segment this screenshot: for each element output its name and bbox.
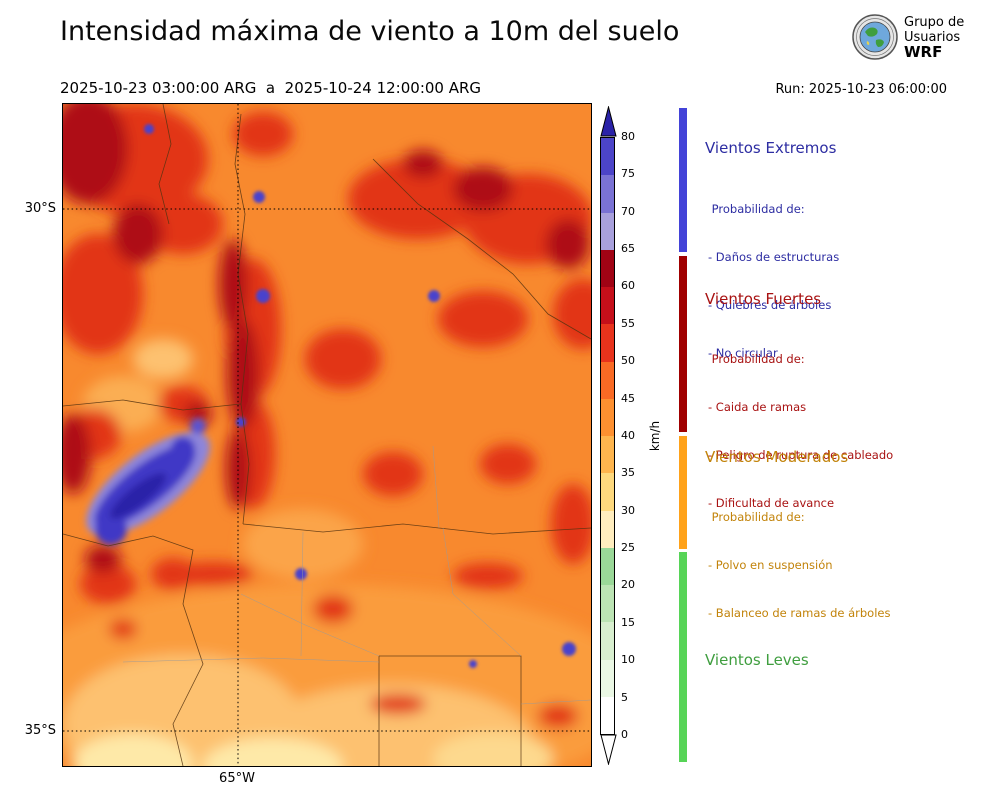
colorbar-tick-20: 20	[621, 578, 635, 591]
probability-label: Probabilidad de:	[708, 352, 805, 366]
probability-label: Probabilidad de:	[708, 202, 805, 216]
moderate-winds-bar	[679, 436, 687, 549]
wind-intensity-map	[3, 94, 643, 800]
colorbar-tick-50: 50	[621, 354, 635, 367]
forecast-period: 2025-10-23 03:00:00 ARG a 2025-10-24 12:…	[60, 79, 482, 97]
lat-label-35s: 35°S	[24, 723, 56, 738]
legend-body-strong: Probabilidad de: - Caida de ramas - Peli…	[708, 319, 893, 543]
grid-lines	[63, 104, 591, 766]
logo-text: Grupo de Usuarios WRF	[904, 15, 964, 61]
legend-item: - No circular	[708, 346, 778, 360]
colorbar-seg-20-25	[601, 547, 614, 585]
colorbar-tick-75: 75	[621, 167, 635, 180]
colorbar-seg-45-50	[601, 361, 614, 399]
small-blue-specks	[144, 124, 576, 668]
colorbar-tick-15: 15	[621, 616, 635, 629]
province-borders	[62, 103, 592, 767]
colorbar-seg-35-40	[601, 436, 614, 474]
colorbar-unit-label: km/h	[648, 420, 662, 452]
legend-item: - Quiebres de árboles	[708, 298, 832, 312]
legend-item: - Polvo en suspensión	[708, 558, 833, 572]
colorbar-tick-80: 80	[621, 130, 635, 143]
colorbar-seg-40-45	[601, 398, 614, 436]
legend-item: - Balanceo de ramas de árboles	[708, 606, 891, 620]
colorbar-bottom-arrow	[600, 734, 617, 765]
colorbar-seg-25-30	[601, 510, 614, 548]
legend-item: - Peligro de ruptura de cableado	[708, 448, 894, 462]
colorbar-tick-55: 55	[621, 317, 635, 330]
colorbar-seg-15-20	[601, 585, 614, 623]
colorbar-top-arrow	[600, 106, 617, 137]
model-run-label: Run: 2025-10-23 06:00:00	[775, 82, 947, 97]
legend-item: - Daños de estructuras	[708, 250, 840, 264]
logo-line-1: Grupo de	[904, 15, 965, 30]
legend-title-strong: Vientos Fuertes	[705, 290, 822, 308]
extreme-winds-bar	[679, 108, 687, 252]
colorbar-seg-5-10	[601, 659, 614, 697]
colorbar-seg-30-35	[601, 473, 614, 511]
legend-item: - Caida de ramas	[708, 400, 807, 414]
legend-body-moderate: Probabilidad de: - Polvo en suspensión -…	[708, 477, 890, 653]
lat-label-30s: 30°S	[24, 201, 56, 216]
colorbar-tick-40: 40	[621, 429, 635, 442]
colorbar-seg-10-15	[601, 622, 614, 660]
colorbar-tick-70: 70	[621, 205, 635, 218]
legend-title-extreme: Vientos Extremos	[705, 139, 837, 157]
colorbar-tick-0: 0	[621, 728, 628, 741]
wrf-globe-logo-icon	[852, 14, 898, 60]
colorbar-tick-45: 45	[621, 392, 635, 405]
logo-line-2: Usuarios	[904, 30, 961, 45]
colorbar-seg-70-75	[601, 175, 614, 213]
colorbar-tick-35: 35	[621, 466, 635, 479]
colorbar-seg-0-5	[601, 696, 614, 734]
strong-winds-bar	[679, 256, 687, 432]
map-frame	[3, 94, 643, 800]
colorbar-tick-65: 65	[621, 242, 635, 255]
lon-label-65w: 65°W	[219, 771, 255, 786]
colorbar-tick-60: 60	[621, 279, 635, 292]
colorbar	[600, 137, 615, 735]
colorbar-seg-50-55	[601, 324, 614, 362]
colorbar-tick-30: 30	[621, 504, 635, 517]
colorbar-seg-60-65	[601, 249, 614, 287]
light-winds-bar	[679, 552, 687, 762]
probability-label: Probabilidad de:	[708, 510, 805, 524]
colorbar-seg-65-70	[601, 212, 614, 250]
extreme-wind-blue-core	[86, 418, 210, 545]
legend-body-extreme: Probabilidad de: - Daños de estructuras …	[708, 169, 839, 393]
logo-line-3: WRF	[904, 43, 943, 61]
department-borders	[122, 445, 592, 705]
colorbar-tick-5: 5	[621, 691, 628, 704]
legend-title-moderate: Vientos Moderados	[705, 448, 849, 466]
legend-item: - Dificultad de avance	[708, 496, 835, 510]
colorbar-seg-75-80	[601, 138, 614, 176]
page-title: Intensidad máxima de viento a 10m del su…	[60, 16, 680, 47]
legend-title-light: Vientos Leves	[705, 651, 809, 669]
colorbar-seg-55-60	[601, 287, 614, 325]
colorbar-tick-10: 10	[621, 653, 635, 666]
colorbar-tick-25: 25	[621, 541, 635, 554]
